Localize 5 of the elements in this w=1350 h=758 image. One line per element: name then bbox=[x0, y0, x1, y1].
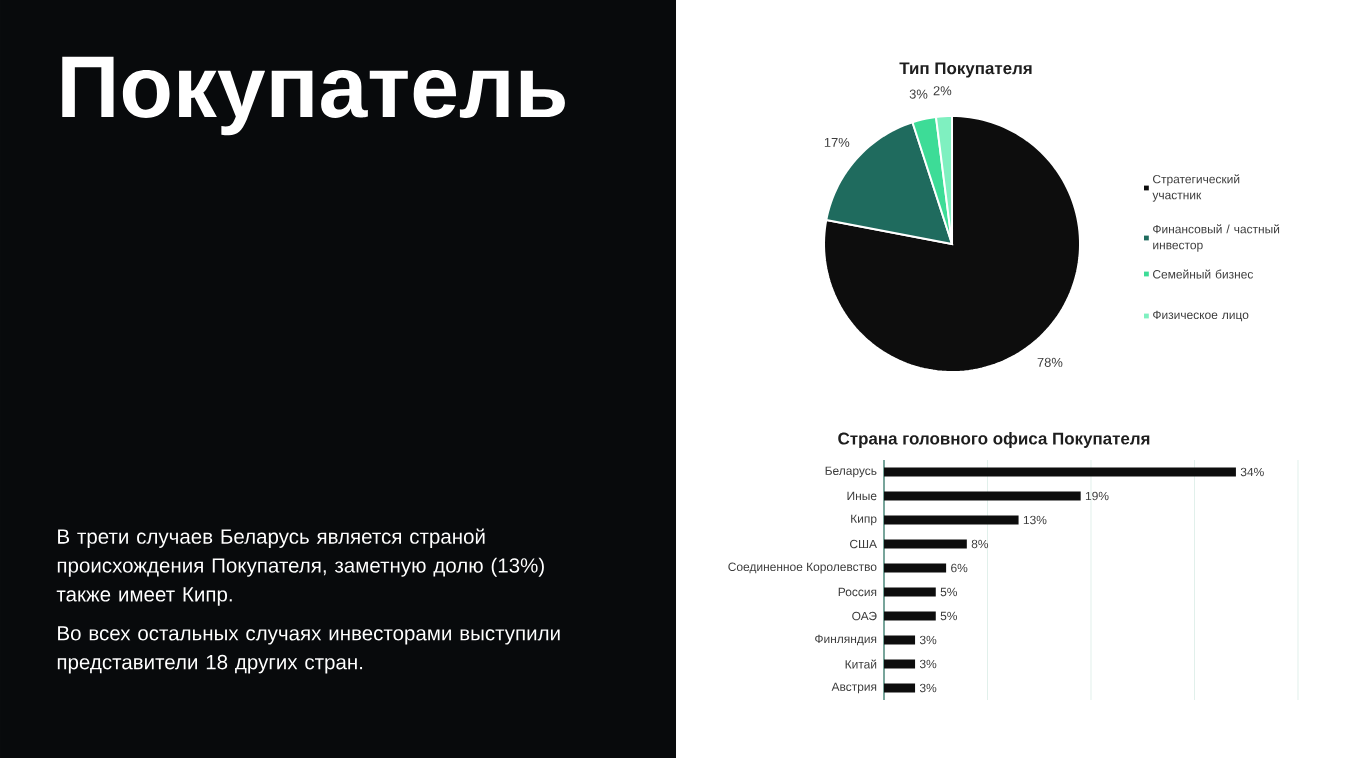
text: В трети случаев Беларусь является страной происхождения Покупателя, заметную долю (13%) также имеет Кипр. bbox=[56, 528, 544, 606]
text: Покупатель bbox=[62, 56, 565, 136]
chart-title: Тип Покупателя bbox=[899, 62, 1032, 78]
chart-title: Страна головного офиса Покупателя bbox=[838, 432, 1150, 448]
text: Во всех остальных случаях инвесторами выступили представители 18 других стран. bbox=[57, 626, 560, 674]
